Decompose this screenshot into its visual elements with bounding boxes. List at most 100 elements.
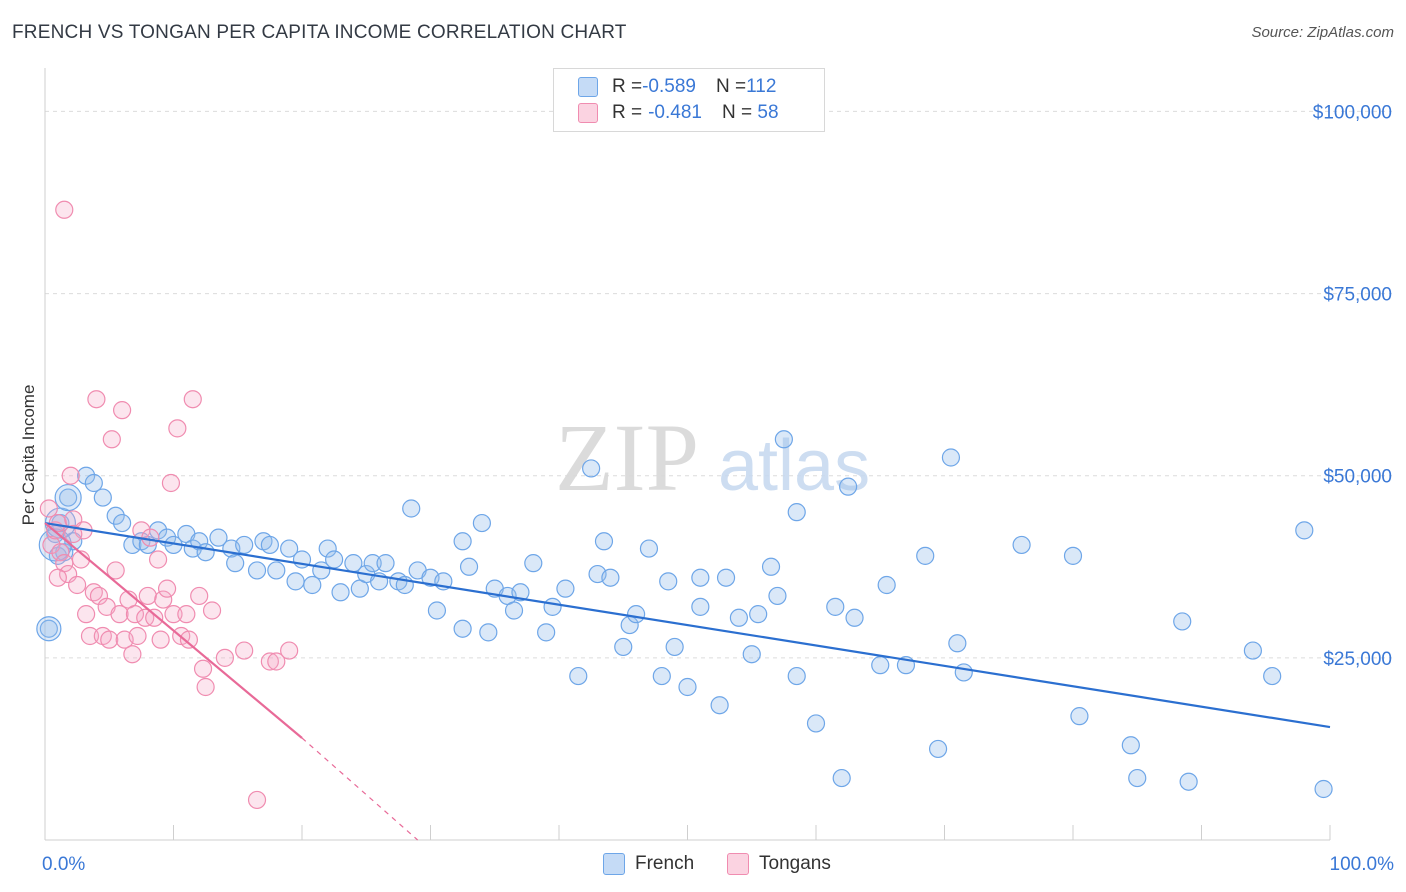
french-point [325, 550, 344, 569]
watermark: ZIP atlas [555, 404, 870, 511]
french-point [453, 619, 472, 638]
french-swatch [578, 77, 598, 97]
french-point [93, 488, 112, 507]
french-point [639, 539, 659, 558]
french-point [691, 597, 710, 616]
tongan-point [141, 528, 160, 547]
french-point [209, 528, 228, 547]
french-point [77, 466, 96, 485]
tongan-trend-line [44, 522, 303, 739]
n-label: N = [721, 102, 753, 123]
n-label: N = [715, 76, 747, 97]
tongan-point [55, 200, 74, 219]
tongan-point [193, 659, 213, 678]
french-point [1314, 779, 1333, 799]
french-point [39, 619, 58, 638]
tongan-point [64, 524, 83, 544]
french-point [716, 568, 736, 587]
y-tick-label: $25,000 [1323, 649, 1392, 670]
french-point [768, 586, 787, 606]
tongan-point [161, 473, 181, 493]
french-legend-label: French [635, 853, 695, 874]
french-point [112, 513, 132, 533]
tick-labels: $25,000 $50,000 $75,000 $100,000 0.0% 100.0% [42, 102, 1394, 875]
french-point [376, 554, 395, 573]
french-point [363, 554, 382, 573]
french-point [1063, 546, 1083, 565]
french-point [472, 513, 491, 533]
tongan-point [39, 499, 58, 518]
tongan-point [68, 575, 87, 595]
stats-legend: R = -0.589 N = 112 R = -0.481 N = 58 [553, 68, 825, 132]
french-point [453, 532, 472, 551]
tongan-point [51, 543, 70, 562]
tongan-point [123, 645, 142, 664]
y-tick-label: $50,000 [1323, 467, 1392, 488]
french-point [582, 459, 601, 478]
legend-item-tongans[interactable]: Tongans [727, 852, 831, 876]
r-label: R = [612, 76, 643, 97]
french-trend-line [44, 521, 1331, 729]
watermark-atlas: atlas [718, 426, 870, 506]
tongan-point [154, 590, 173, 609]
tongan-swatch [578, 103, 598, 123]
french-point [761, 557, 781, 576]
tongan-point [106, 561, 125, 580]
french-point [402, 499, 421, 518]
french-point [247, 561, 267, 580]
french-point [318, 539, 337, 558]
tongan-point [112, 401, 132, 420]
french-point [954, 663, 973, 682]
french-point [543, 597, 562, 616]
tongan-point [183, 390, 202, 409]
french-point [1243, 641, 1263, 660]
tongan-point [151, 630, 170, 649]
french-point [331, 583, 350, 602]
tongan-point [267, 652, 286, 671]
french-point [84, 473, 103, 493]
stats-legend-row-tongans: R = -0.481 N = 58 [578, 101, 779, 125]
french-point [928, 739, 948, 759]
french-point [1121, 736, 1140, 755]
french-point [839, 477, 858, 496]
french-point [832, 768, 851, 788]
french-point [190, 532, 209, 551]
tongan-point [179, 630, 199, 649]
grid-lines [45, 110, 1392, 659]
french-point [556, 579, 575, 598]
french-point [659, 572, 678, 591]
french-point [601, 568, 620, 587]
tongan-point [190, 586, 209, 606]
french-point [537, 623, 556, 642]
tongan-point [145, 608, 164, 627]
tongan-point [177, 605, 196, 624]
french-point [626, 605, 646, 624]
french-point [665, 637, 684, 657]
y-tick-label: $100,000 [1313, 102, 1392, 123]
french-point [286, 572, 305, 591]
french-point [742, 645, 761, 664]
french-point [826, 597, 845, 616]
french-point [511, 583, 530, 602]
french-point [1173, 612, 1192, 631]
legend-item-french[interactable]: French [603, 852, 694, 876]
trend-lines [44, 521, 1331, 841]
french-point [691, 568, 710, 587]
french-point [710, 696, 729, 715]
tongan-point [235, 641, 254, 660]
source-label: Source: ZipAtlas.com [1251, 24, 1394, 41]
french-point [1012, 535, 1031, 555]
tongan-point [87, 390, 106, 409]
axes [44, 68, 1331, 841]
tongan-point [148, 550, 168, 569]
tongan-point [102, 430, 121, 449]
n-value: 58 [752, 102, 779, 123]
french-point [59, 488, 78, 507]
tongan-legend-swatch [727, 853, 749, 875]
tongan-point [247, 790, 267, 810]
french-point [1070, 707, 1089, 726]
tongan-legend-label: Tongans [759, 853, 831, 874]
french-point [678, 677, 697, 697]
tongan-point [164, 605, 183, 624]
french-point [235, 535, 254, 555]
